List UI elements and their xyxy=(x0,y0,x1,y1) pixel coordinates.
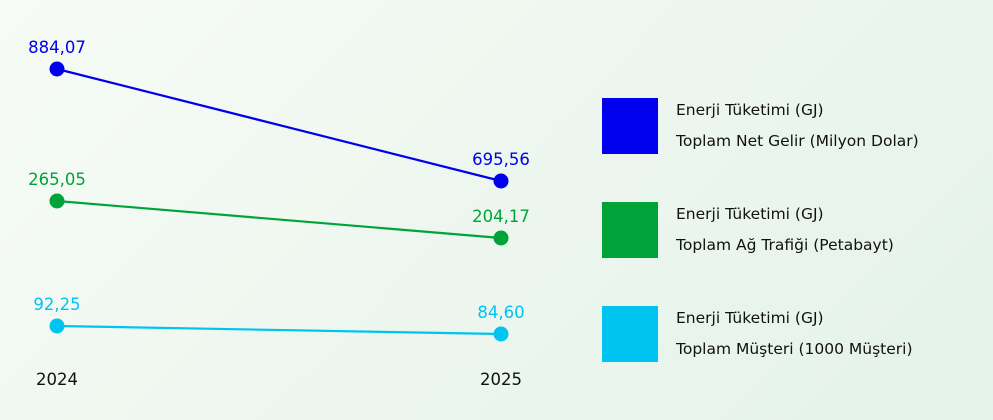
legend-swatch xyxy=(602,98,658,154)
data-point xyxy=(49,193,65,209)
x-tick-label: 2025 xyxy=(480,370,522,389)
data-point xyxy=(493,173,509,189)
data-label: 92,25 xyxy=(33,295,80,314)
legend-label-line2: Toplam Müşteri (1000 Müşteri) xyxy=(676,340,913,358)
legend-label-line2: Toplam Net Gelir (Milyon Dolar) xyxy=(676,132,919,150)
data-point xyxy=(493,326,509,342)
legend-item-ag-trafigi: Enerji Tüketimi (GJ) Toplam Ağ Trafiği (… xyxy=(602,199,919,261)
data-point xyxy=(49,318,65,334)
legend: Enerji Tüketimi (GJ) Toplam Net Gelir (M… xyxy=(602,95,919,365)
legend-swatch xyxy=(602,306,658,362)
data-label: 265,05 xyxy=(28,170,86,189)
x-tick-label: 2024 xyxy=(36,370,78,389)
data-point xyxy=(49,61,65,77)
series-line-2 xyxy=(56,324,502,336)
data-label: 695,56 xyxy=(472,150,530,169)
data-label: 884,07 xyxy=(28,38,86,57)
data-label: 204,17 xyxy=(472,207,530,226)
legend-label-line1: Enerji Tüketimi (GJ) xyxy=(676,205,824,223)
legend-label-line1: Enerji Tüketimi (GJ) xyxy=(676,101,824,119)
legend-item-musteri: Enerji Tüketimi (GJ) Toplam Müşteri (100… xyxy=(602,303,919,365)
series-line-1 xyxy=(56,199,502,240)
data-label: 84,60 xyxy=(477,303,524,322)
legend-label-line2: Toplam Ağ Trafiği (Petabayt) xyxy=(676,236,894,254)
legend-label-line1: Enerji Tüketimi (GJ) xyxy=(676,309,824,327)
data-point xyxy=(493,230,509,246)
legend-swatch xyxy=(602,202,658,258)
series-line-0 xyxy=(56,67,502,183)
legend-item-net-gelir: Enerji Tüketimi (GJ) Toplam Net Gelir (M… xyxy=(602,95,919,157)
